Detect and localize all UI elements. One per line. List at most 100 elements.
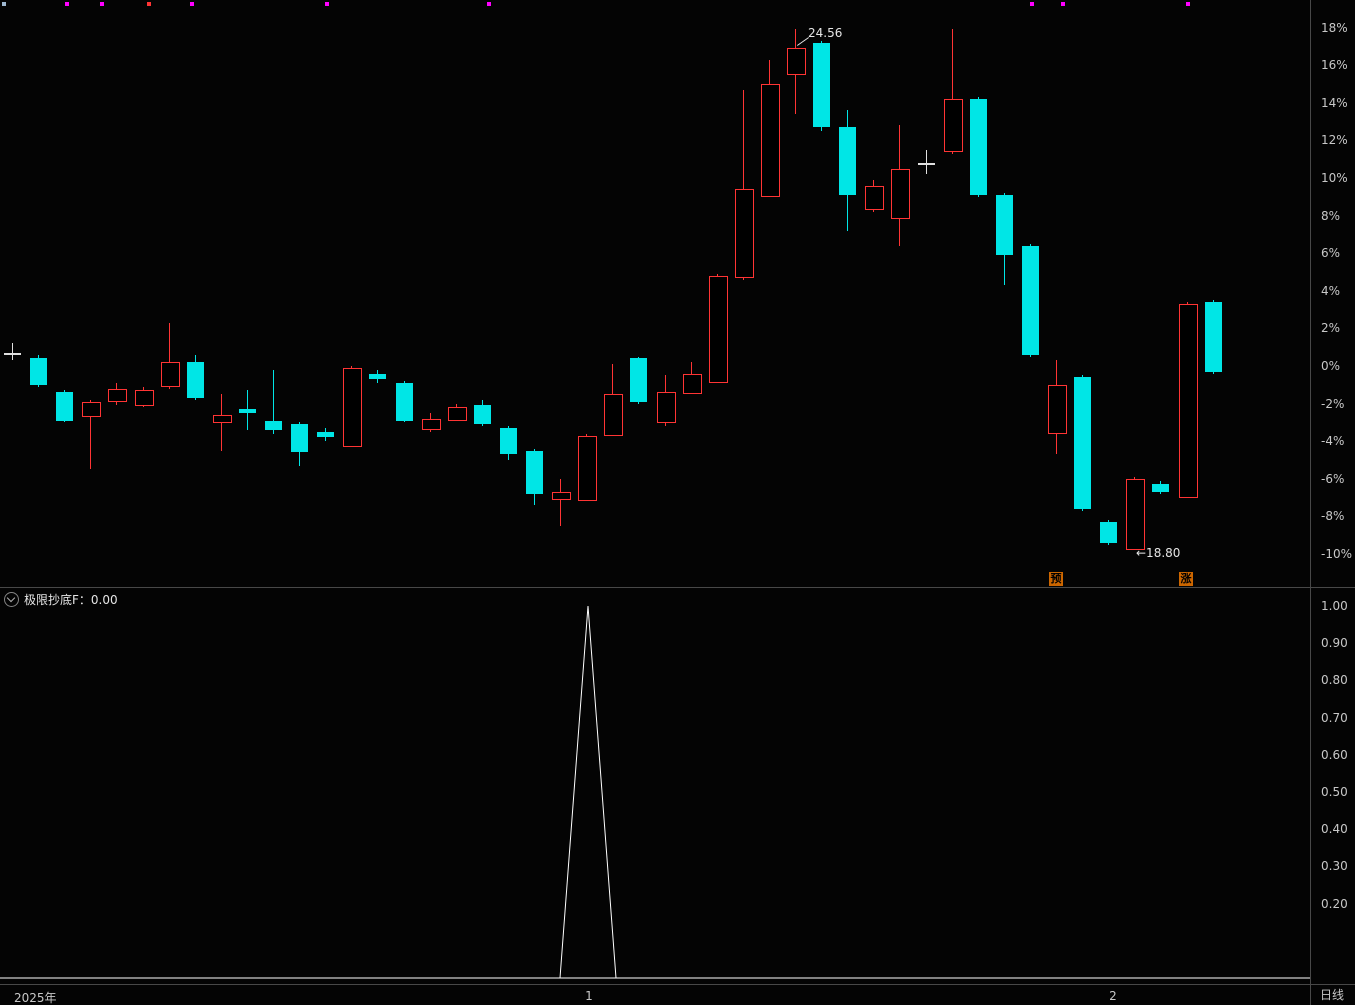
candle[interactable] (1022, 245, 1039, 355)
candle[interactable] (683, 373, 702, 395)
indicator-panel[interactable]: 极限抄底F：0.00 (0, 588, 1310, 984)
price-annotation: ←18.80 (1136, 546, 1181, 560)
signal-badge: 预 (1049, 572, 1063, 586)
candle[interactable] (291, 424, 308, 453)
candle[interactable] (500, 428, 517, 455)
indicator-axis-tick: 0.20 (1321, 896, 1348, 911)
toolbar-remnant-dot (1186, 2, 1190, 6)
indicator-axis-tick: 1.00 (1321, 599, 1348, 613)
signal-badge: 涨 (1179, 572, 1193, 586)
candle[interactable] (187, 362, 204, 398)
time-axis: 2025年 1 2 (0, 985, 1310, 1005)
price-axis-tick: 12% (1321, 133, 1348, 148)
candle[interactable] (161, 362, 180, 387)
candle[interactable] (604, 394, 623, 436)
price-axis-tick: 6% (1321, 246, 1341, 261)
candle[interactable] (552, 491, 571, 500)
candle[interactable] (1074, 377, 1091, 509)
period-label[interactable]: 日线 (1320, 988, 1345, 1002)
candle[interactable] (265, 420, 282, 430)
candle[interactable] (709, 275, 728, 384)
candle[interactable] (1152, 484, 1169, 492)
price-annotation: 24.56 (808, 26, 843, 40)
toolbar-remnant-dot (100, 2, 104, 6)
price-axis-tick: -10% (1321, 547, 1353, 561)
axis-separator-vertical (1310, 0, 1311, 1005)
price-axis-tick: -2% (1321, 396, 1345, 411)
price-plot[interactable]: 24.56 ←18.80 预 涨 (0, 0, 1310, 587)
candle[interactable] (108, 388, 127, 402)
candle[interactable] (396, 382, 413, 421)
candle[interactable] (82, 401, 101, 417)
chevron-down-icon[interactable] (4, 592, 19, 607)
candle[interactable] (1048, 384, 1067, 434)
candle-wick (952, 29, 953, 154)
candle[interactable] (317, 431, 334, 438)
candle[interactable] (1205, 302, 1222, 372)
toolbar-remnant-dot (1030, 2, 1034, 6)
indicator-axis-tick: 0.60 (1321, 747, 1348, 762)
time-axis-separator (0, 984, 1355, 985)
candle[interactable] (891, 168, 910, 220)
candle[interactable] (369, 373, 386, 380)
indicator-label: 极限抄底F：0.00 (24, 593, 118, 607)
candle-wick (12, 343, 13, 361)
candle[interactable] (422, 418, 441, 431)
indicator-axis-tick: 0.70 (1321, 710, 1348, 725)
toolbar-remnant-dot (487, 2, 491, 6)
price-axis-tick: -8% (1321, 509, 1345, 524)
indicator-axis-tick: 0.40 (1321, 822, 1348, 837)
candle-wick (926, 149, 927, 175)
candle[interactable] (657, 392, 676, 423)
candle[interactable] (526, 450, 543, 494)
candle[interactable] (630, 358, 647, 402)
price-axis-tick: 2% (1321, 321, 1341, 336)
price-axis: 18% 16% 14% 12% 10% 8% 6% 4% 2% 0% -2% -4% -6% -8% -10… (1311, 0, 1355, 587)
candle-wick (273, 369, 274, 434)
candle[interactable] (761, 84, 780, 197)
price-axis-tick: 4% (1321, 283, 1341, 298)
toolbar-remnant-dot (190, 2, 194, 6)
candle[interactable] (996, 194, 1013, 256)
indicator-header: 极限抄底F：0.00 (4, 591, 118, 608)
indicator-axis-tick: 0.80 (1321, 673, 1348, 688)
candle[interactable] (30, 358, 47, 385)
price-axis-tick: 14% (1321, 95, 1348, 110)
candle[interactable] (135, 390, 154, 406)
candle[interactable] (944, 99, 963, 152)
candle[interactable] (735, 189, 754, 278)
candle[interactable] (56, 392, 73, 421)
price-axis-tick: -6% (1321, 471, 1345, 486)
candle[interactable] (343, 367, 362, 447)
indicator-axis-tick: 0.50 (1321, 785, 1348, 799)
candle[interactable] (1179, 303, 1198, 498)
toolbar-remnant-dot (147, 2, 151, 6)
toolbar-remnant (0, 0, 1310, 10)
time-axis-label: 1 (585, 989, 593, 1003)
candle-wick (169, 322, 170, 389)
price-axis-tick: 16% (1321, 58, 1348, 73)
candle[interactable] (578, 435, 597, 502)
panel-separator (0, 587, 1355, 588)
candle[interactable] (239, 409, 256, 413)
toolbar-remnant-dot (65, 2, 69, 6)
candle-wick (743, 89, 744, 280)
candle[interactable] (839, 127, 856, 195)
candle-wick (560, 478, 561, 526)
time-axis-label: 2025年 (14, 991, 57, 1005)
candle[interactable] (448, 407, 467, 421)
candle[interactable] (970, 99, 987, 195)
candle[interactable] (1100, 522, 1117, 543)
candle[interactable] (4, 352, 21, 355)
candle[interactable] (787, 48, 806, 75)
candle[interactable] (474, 405, 491, 425)
indicator-series (0, 605, 1310, 979)
candle[interactable] (213, 414, 232, 423)
candle[interactable] (1126, 478, 1145, 551)
candle[interactable] (813, 42, 830, 128)
time-axis-label: 2 (1109, 989, 1117, 1003)
candle[interactable] (918, 162, 935, 165)
candle[interactable] (865, 185, 884, 211)
price-axis-tick: 8% (1321, 208, 1341, 223)
indicator-axis-tick: 0.90 (1321, 636, 1348, 651)
